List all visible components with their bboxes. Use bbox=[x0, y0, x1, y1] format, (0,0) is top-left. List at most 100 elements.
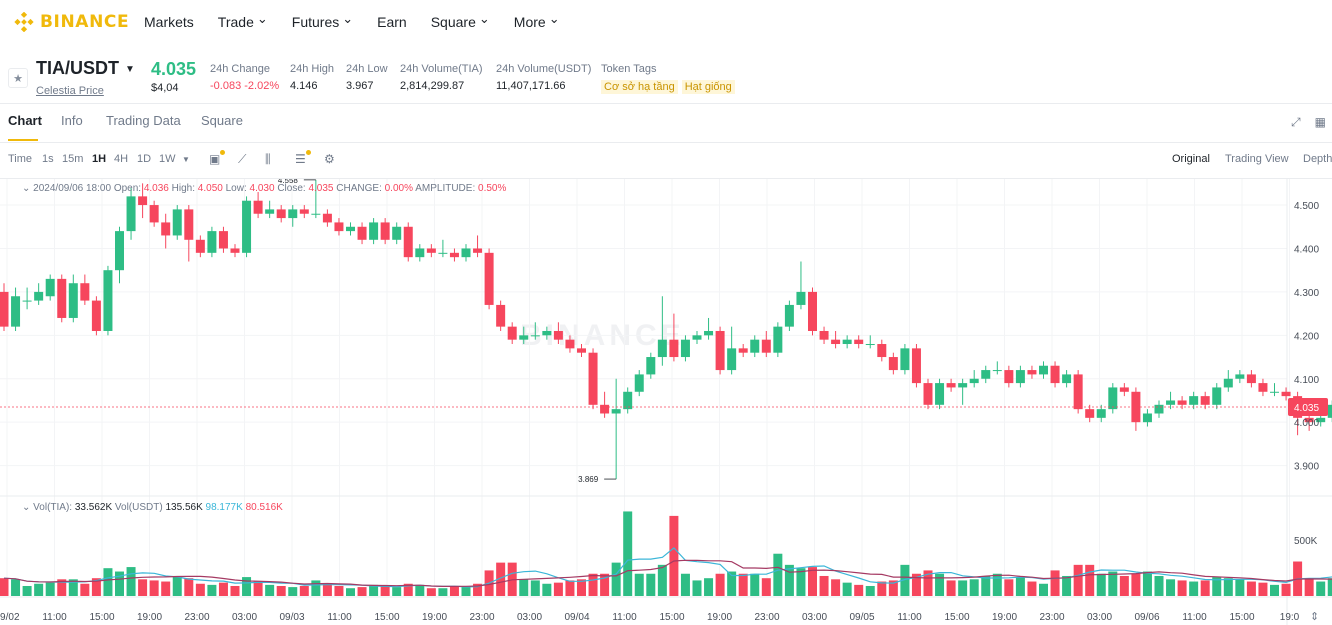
min-annotation: 3.869 bbox=[578, 475, 599, 484]
candle-body bbox=[507, 326, 517, 340]
nav-markets[interactable]: Markets bbox=[144, 14, 194, 30]
binance-logo[interactable]: BINANCE bbox=[14, 12, 129, 32]
volume-bar bbox=[230, 585, 240, 596]
tab-chart[interactable]: Chart bbox=[8, 113, 42, 128]
volume-bar bbox=[357, 587, 367, 596]
volume-bar bbox=[669, 515, 679, 596]
volume-bar bbox=[715, 573, 725, 596]
top-nav: BINANCE Markets Trade ⌄ Futures ⌄ Earn Square ⌄… bbox=[0, 0, 1332, 46]
candle-type-icon[interactable]: ⫼ bbox=[265, 152, 271, 166]
volume-bar bbox=[865, 585, 875, 596]
new-feature-dot bbox=[306, 150, 311, 155]
chevron-down-icon: ⌄ bbox=[548, 11, 560, 26]
interval-time[interactable]: Time bbox=[8, 153, 33, 165]
candle-body bbox=[126, 196, 136, 232]
volume-bar bbox=[1200, 580, 1210, 596]
volume-bar bbox=[727, 571, 737, 596]
volume-bar bbox=[553, 582, 563, 596]
candle-body bbox=[311, 213, 321, 215]
volume-bar bbox=[11, 579, 21, 596]
interval-dropdown-icon[interactable]: ▼ bbox=[182, 155, 190, 164]
candle-body bbox=[565, 339, 575, 349]
candle-body bbox=[623, 391, 633, 410]
nav-more[interactable]: More ⌄ bbox=[514, 11, 560, 30]
low-value: 4.030 bbox=[249, 183, 275, 194]
pair-selector[interactable]: TIA/USDT ▼ bbox=[36, 58, 135, 79]
tag-seed[interactable]: Hạt giống bbox=[681, 80, 735, 94]
coin-price-link[interactable]: Celestia Price bbox=[36, 85, 104, 97]
tab-info[interactable]: Info bbox=[61, 113, 83, 128]
candle-body bbox=[426, 248, 436, 253]
candle-body bbox=[149, 205, 159, 223]
candle-body bbox=[646, 357, 656, 375]
candle-body bbox=[946, 383, 956, 388]
chart-area[interactable]: BINANCE 4.500 4.400 4.300 4.200 4.100 4.000 3.… bbox=[0, 179, 1332, 625]
x-tick-label: 23:00 bbox=[1039, 612, 1064, 623]
volume-bar bbox=[195, 583, 205, 596]
tag-infrastructure[interactable]: Cơ sở hạ tầng bbox=[601, 80, 678, 94]
candle-body bbox=[322, 213, 332, 223]
nav-earn[interactable]: Earn bbox=[377, 14, 407, 30]
volume-bar bbox=[161, 581, 171, 596]
candle-body bbox=[1316, 417, 1326, 423]
candle-body bbox=[1073, 374, 1083, 410]
volume-bar bbox=[623, 511, 633, 596]
interval-1s[interactable]: 1s bbox=[42, 153, 54, 165]
interval-1w[interactable]: 1W bbox=[159, 153, 176, 165]
candle-body bbox=[357, 226, 367, 240]
amplitude-label: AMPLITUDE: bbox=[415, 183, 476, 194]
view-trading-view[interactable]: Trading View bbox=[1225, 153, 1289, 165]
candle-body bbox=[1085, 409, 1095, 418]
volume-bar bbox=[80, 583, 90, 596]
nav-futures[interactable]: Futures ⌄ bbox=[292, 11, 353, 30]
vol-tia-label: Vol(TIA): bbox=[33, 502, 73, 513]
interval-1h[interactable]: 1H bbox=[92, 153, 107, 165]
drawing-tools-icon[interactable]: ☰ bbox=[295, 152, 306, 166]
stat-24h-low: 24h Low 3.967 bbox=[346, 63, 388, 92]
nav-trade[interactable]: Trade ⌄ bbox=[218, 11, 268, 30]
settings-gear-icon[interactable]: ⚙ bbox=[324, 152, 335, 166]
candlestick-chart[interactable]: 4.500 4.400 4.300 4.200 4.100 4.000 3.900 500K 4… bbox=[0, 179, 1332, 625]
tab-trading-data[interactable]: Trading Data bbox=[106, 113, 181, 128]
layout-grid-icon[interactable]: ▦ bbox=[1314, 115, 1326, 129]
volume-bar bbox=[1085, 564, 1095, 596]
interval-1d[interactable]: 1D bbox=[137, 153, 152, 165]
legend-collapse-icon[interactable]: ⌄ bbox=[22, 183, 31, 194]
volume-bar bbox=[115, 571, 124, 596]
candle-body bbox=[1304, 417, 1314, 423]
vol-tick-label: 500K bbox=[1294, 536, 1318, 547]
y-tick-label: 4.000 bbox=[1294, 418, 1319, 429]
volume-bar bbox=[207, 584, 217, 596]
candle-body bbox=[22, 300, 32, 302]
volume-ma-short-line bbox=[3, 547, 1332, 588]
view-original[interactable]: Original bbox=[1172, 153, 1210, 165]
volume-bar bbox=[958, 580, 968, 596]
x-tick-label: 11:00 bbox=[612, 612, 637, 623]
chevron-down-icon: ⌄ bbox=[256, 11, 268, 26]
x-tick-label: 19:0 bbox=[1280, 612, 1300, 623]
candle-body bbox=[888, 357, 898, 371]
nav-label: Earn bbox=[377, 14, 407, 30]
candle-body bbox=[1039, 365, 1048, 375]
legend-collapse-icon[interactable]: ⌄ bbox=[22, 502, 31, 513]
volume-bar bbox=[322, 583, 332, 596]
nav-square[interactable]: Square ⌄ bbox=[431, 11, 490, 30]
volume-bar bbox=[646, 573, 656, 596]
fullscreen-icon[interactable]: ⤢ bbox=[1291, 115, 1301, 129]
volume-bar bbox=[253, 581, 263, 596]
candle-body bbox=[334, 222, 344, 232]
tab-square[interactable]: Square bbox=[201, 113, 243, 128]
volume-bar bbox=[900, 564, 910, 596]
candle-body bbox=[253, 200, 263, 214]
view-depth[interactable]: Depth bbox=[1303, 153, 1332, 165]
candle-body bbox=[496, 304, 506, 327]
interval-15m[interactable]: 15m bbox=[62, 153, 84, 165]
x-tick-label: 19:00 bbox=[707, 612, 732, 623]
favorite-star-icon[interactable]: ★ bbox=[8, 68, 28, 88]
indicator-icon[interactable]: ⟋ bbox=[238, 152, 247, 166]
calendar-icon[interactable]: ▣ bbox=[209, 152, 221, 166]
volume-bar bbox=[738, 573, 748, 596]
interval-4h[interactable]: 4H bbox=[114, 153, 129, 165]
x-tick-label: 03:00 bbox=[1087, 612, 1112, 623]
volume-bar bbox=[704, 578, 714, 596]
